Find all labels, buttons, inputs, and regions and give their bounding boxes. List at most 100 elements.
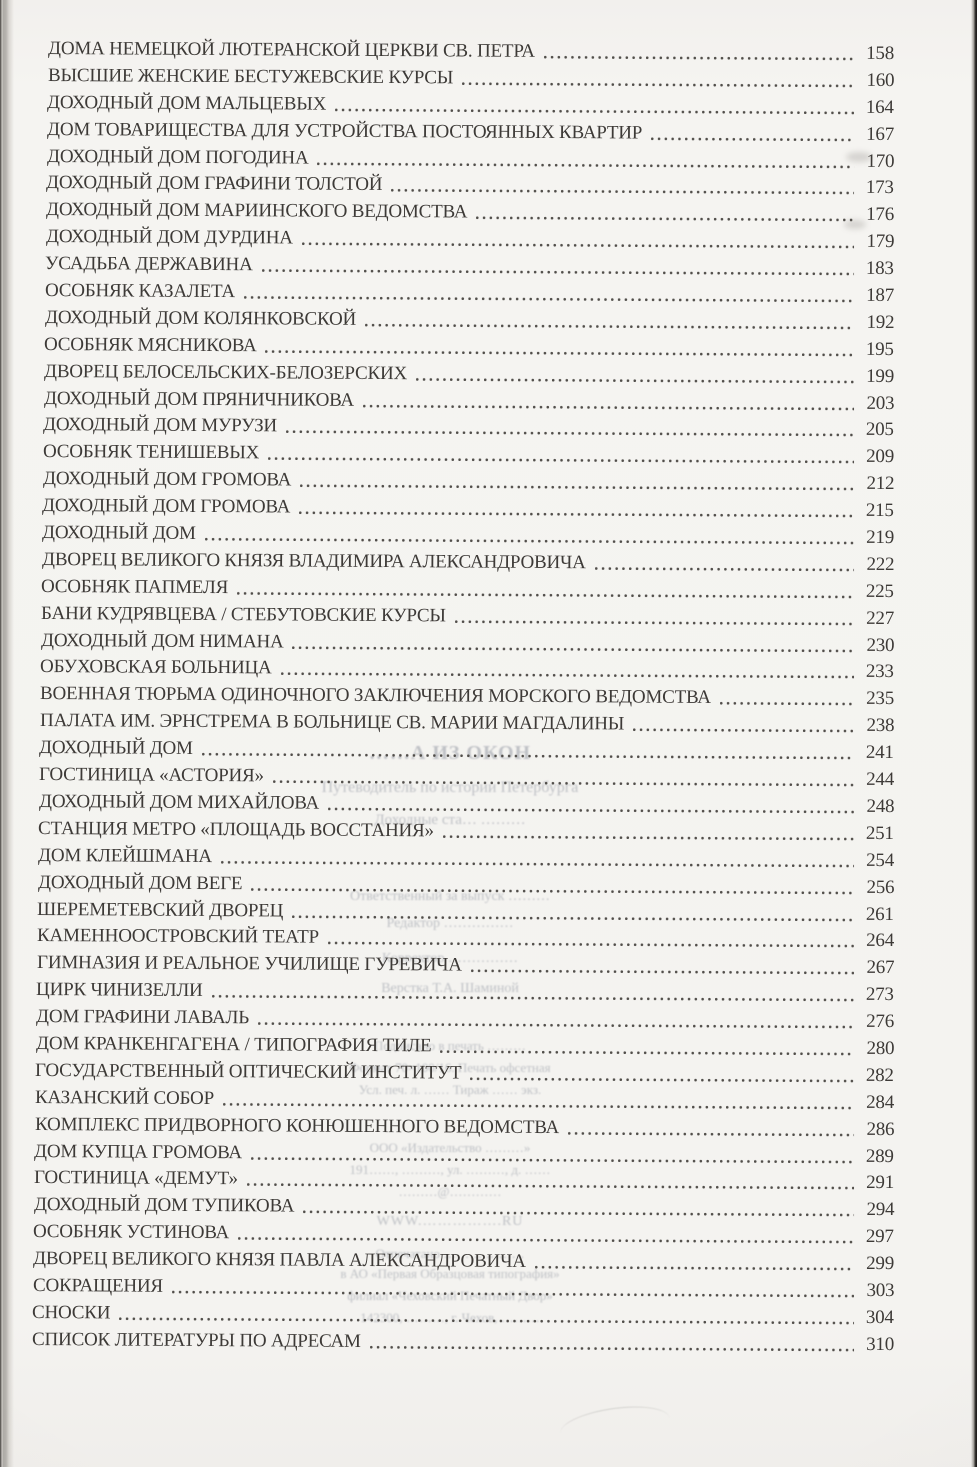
toc-entry-page-number: 238 [866,715,895,737]
toc-entry-page-number: 261 [866,903,895,925]
toc-entry-page-number: 212 [866,473,895,495]
page-fore-edge [971,0,977,1467]
toc-entry-page-number: 264 [866,930,895,952]
dot-leader [476,215,855,224]
dot-leader [220,859,855,869]
toc-entry-title: ОСОБНЯК ТЕНИШЕВЫХ [43,441,260,464]
toc-entry-page-number: 209 [866,446,895,468]
toc-entry-page-number: 303 [866,1279,895,1302]
toc-entry-title: СТАНЦИЯ МЕТРО «ПЛОЩАДЬ ВОССТАНИЯ» [38,817,435,842]
toc-entry-page-number: 310 [866,1333,895,1355]
toc-entry-title: ГОСУДАРСТВЕННЫЙ ОПТИЧЕСКИЙ ИНСТИТУТ [35,1059,462,1084]
dot-leader [268,456,855,466]
toc-entry-page-number: 289 [866,1145,895,1167]
dot-leader [327,806,855,815]
toc-entry-title: ДОХОДНЫЙ ДОМ МУРУЗИ [43,414,278,437]
toc-entry-title: ДОХОДНЫЙ ДОМ НИМАНА [40,629,284,653]
dot-leader [327,941,855,950]
toc-entry-title: ГОСТИНИЦА «АСТОРИЯ» [39,764,264,787]
dot-leader [299,510,855,519]
toc-entry-title: ГОСТИНИЦА «ДЕМУТ» [34,1167,238,1190]
toc-entry-page-number: 222 [866,553,895,575]
toc-entry-page-number: 248 [866,795,895,818]
paper-smudge [844,220,866,229]
dot-leader [301,241,855,250]
toc-entry-title: ГИМНАЗИЯ И РЕАЛЬНОЕ УЧИЛИЩЕ ГУРЕВИЧА [36,952,462,976]
toc-entry-row: СПИСОК ЛИТЕРАТУРЫ ПО АДРЕСАМ 310 [32,1327,894,1359]
toc-entry-title: ОСОБНЯК МЯСНИКОВА [44,333,257,357]
dot-leader [251,1155,855,1165]
toc-entry-title: ОСОБНЯК КАЗАЛЕТА [45,280,236,303]
toc-entry-title: ДОХОДНЫЙ ДОМ МИХАЙЛОВА [38,790,319,814]
toc-entry-title: СПИСОК ЛИТЕРАТУРЫ ПО АДРЕСАМ [32,1328,361,1352]
toc-entry-title: ДВОРЕЦ БЕЛОСЕЛЬСКИХ-БЕЛОЗЕРСКИХ [44,360,408,384]
toc-entry-page-number: 205 [866,419,895,441]
dot-leader [261,268,855,277]
toc-entry-page-number: 203 [866,392,895,414]
toc-entry-title: ДОХОДНЫЙ ДОМ [39,737,194,760]
toc-entry-title: СОКРАЩЕНИЯ [32,1274,163,1297]
toc-entry-title: ПАЛАТА ИМ. ЭРНСТРЕМА В БОЛЬНИЦЕ СВ. МАРИ… [39,710,624,735]
toc-entry-page-number: 235 [866,688,895,710]
dot-leader [470,968,855,977]
toc-entry-page-number: 241 [866,742,895,764]
dot-leader [364,322,855,331]
toc-entry-page-number: 164 [866,96,895,118]
dot-leader [201,752,855,761]
toc-entry-page-number: 276 [866,1010,895,1033]
toc-entry-title: БАНИ КУДРЯВЦЕВА / СТЕБУТОВСКИЕ КУРСЫ [41,602,446,627]
toc-entry-title: ДВОРЕЦ ВЕЛИКОГО КНЯЗЯ ВЛАДИМИРА АЛЕКСАНД… [41,548,586,574]
paper-crease [558,1400,672,1451]
dot-leader [632,727,855,734]
book-spine-edge [0,0,14,1467]
toc-entry-page-number: 183 [866,257,895,280]
dot-leader [265,349,855,358]
toc-entry-page-number: 294 [866,1199,895,1221]
dot-leader [719,701,855,708]
dot-leader [286,429,855,439]
toc-entry-page-number: 160 [866,69,895,91]
toc-entry-page-number: 227 [866,607,895,629]
paper-smudge [846,152,872,162]
toc-entry-title: ДОМА НЕМЕЦКОЙ ЛЮТЕРАНСКОЙ ЦЕРКВИ СВ. ПЕТ… [48,38,535,62]
toc-entry-title: ДОХОДНЫЙ ДОМ КОЛЯНКОВСКОЙ [44,306,356,330]
toc-entry-title: УСАДЬБА ДЕРЖАВИНА [45,253,254,276]
toc-entry-page-number: 167 [866,123,895,145]
toc-entry-page-number: 230 [866,634,895,656]
dot-leader [302,1209,855,1219]
dot-leader [440,1049,855,1057]
toc-entry-title: ДОХОДНЫЙ ДОМ ВЕГЕ [37,871,243,894]
toc-entry-page-number: 280 [866,1037,895,1060]
toc-entry-title: ДОХОДНЫЙ ДОМ ПРЯНИЧНИКОВА [43,387,354,411]
toc-entry-title: КОМПЛЕКС ПРИДВОРНОГО КОНЮШЕННОГО ВЕДОМСТ… [34,1113,559,1138]
dot-leader [211,994,855,1003]
toc-entry-page-number: 215 [866,500,895,522]
toc-entry-title: КАМЕННООСТРОВСКИЙ ТЕАТР [37,925,320,949]
dot-leader [415,376,855,385]
toc-entry-title: ДОХОДНЫЙ ДОМ ПОГОДИНА [46,145,309,169]
toc-entry-title: ДОХОДНЫЙ ДОМ МАРИИНСКОГО ВЕДОМСТВА [46,199,468,223]
toc-entry-page-number: 286 [866,1118,895,1140]
dot-leader [250,886,855,896]
dot-leader [317,161,855,170]
toc-entry-title: ДОХОДНЫЙ ДОМ ГРАФИНИ ТОЛСТОЙ [46,172,383,196]
dot-leader [369,1344,855,1353]
toc-entry-title: ДОХОДНЫЙ ДОМ ГРОМОВА [42,468,291,491]
dot-leader [567,1130,855,1138]
dot-leader [238,1236,855,1245]
dot-leader [335,107,855,116]
toc-entry-page-number: 284 [866,1091,895,1113]
toc-entry-title: КАЗАНСКИЙ СОБОР [35,1086,215,1109]
toc-entry-title: ДОХОДНЫЙ ДОМ МАЛЬЦЕВЫХ [47,91,327,115]
toc-entry-page-number: 173 [866,177,895,199]
dot-leader [543,54,855,62]
dot-leader [594,566,855,573]
dot-leader [280,671,855,681]
dot-leader [362,403,855,412]
dot-leader [534,1264,855,1272]
dot-leader [204,536,855,546]
toc-entry-page-number: 225 [866,580,895,602]
dot-leader [237,590,855,600]
dot-leader [292,644,855,654]
